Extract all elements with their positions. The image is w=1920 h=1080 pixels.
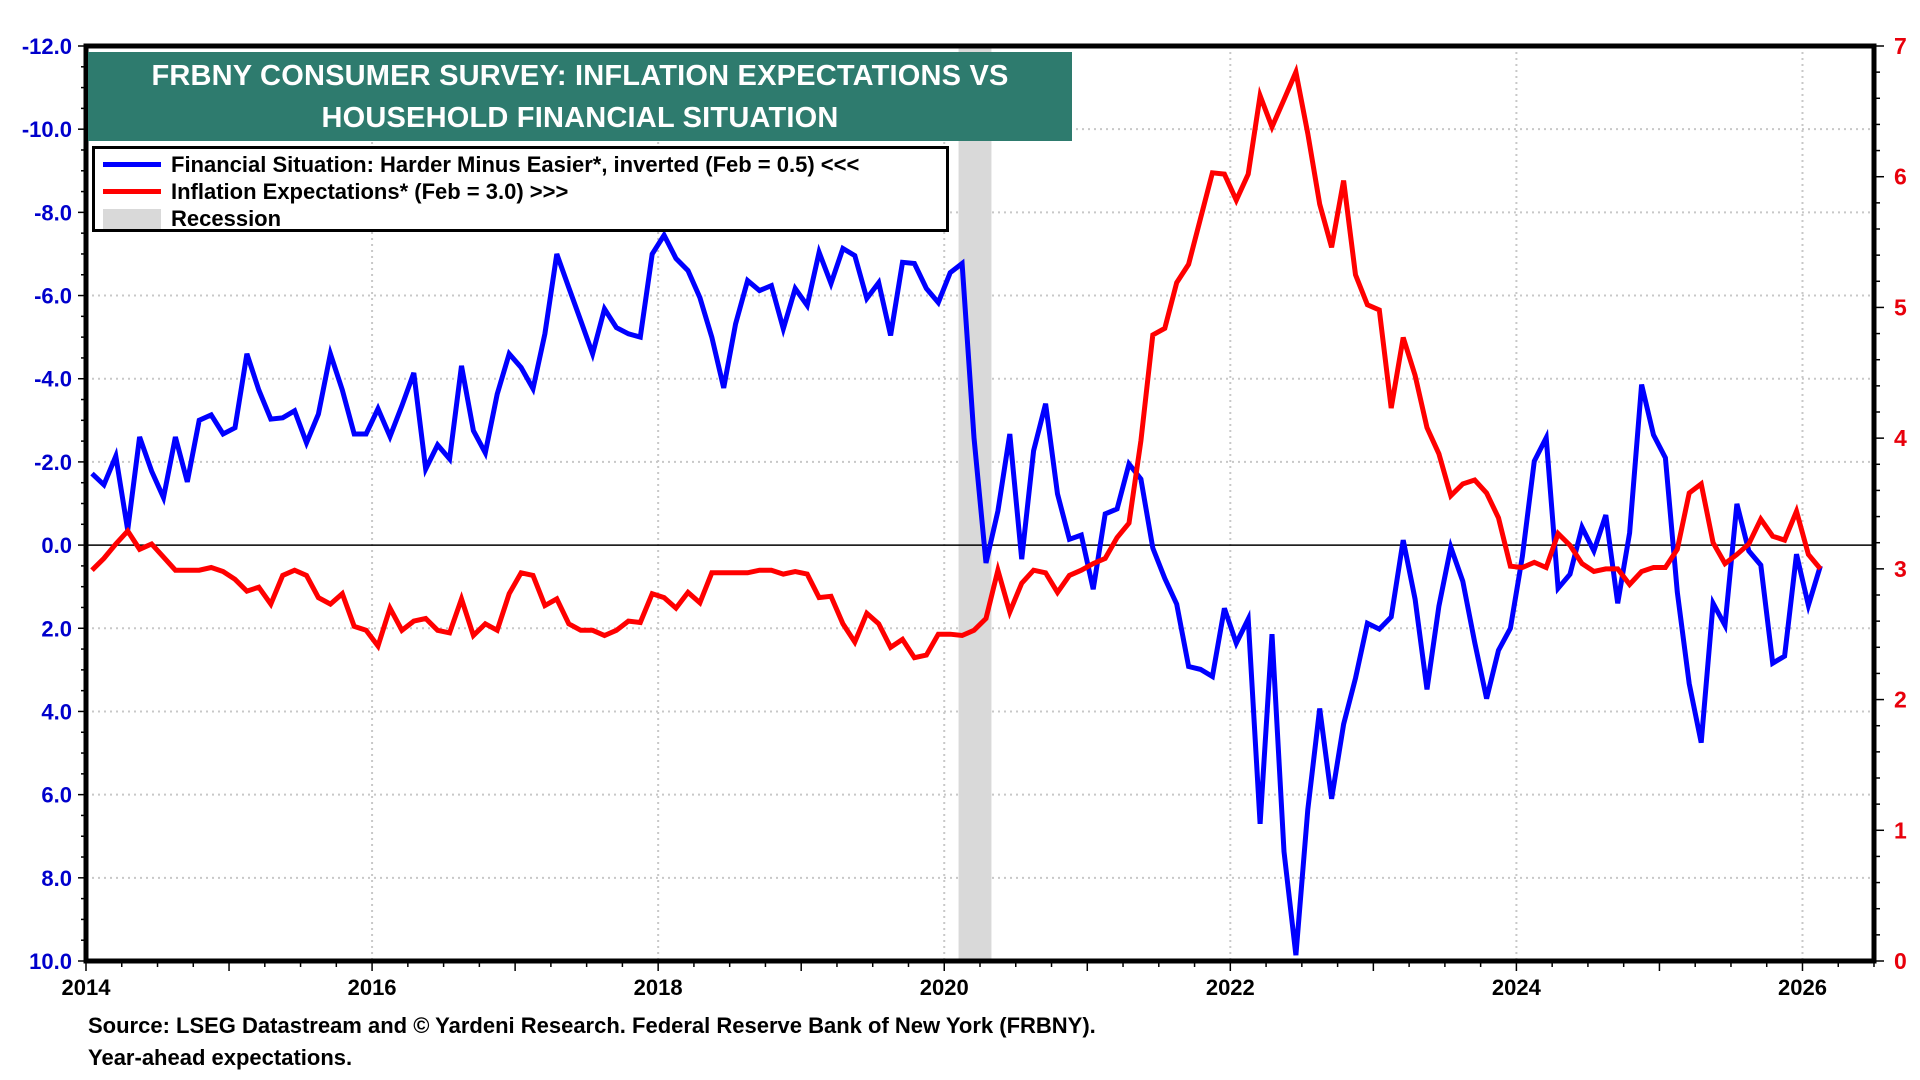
right-tick-label: 4 [1894, 425, 1907, 451]
left-tick-label: 6.0 [41, 783, 72, 808]
right-tick-label: 2 [1894, 687, 1907, 713]
left-tick-label: 2.0 [41, 616, 72, 641]
x-tick-label: 2022 [1206, 975, 1255, 1000]
recession-bands [958, 46, 992, 961]
chart-title: FRBNY CONSUMER SURVEY: INFLATION EXPECTA… [88, 52, 1072, 141]
left-axis: -12.0 -10.0 -8.0 -6.0 -4.0 -2.0 0.0 2.0 4.0 6.0 8.… [22, 34, 86, 974]
series-line-financial-situation [90, 230, 1823, 956]
chart-title-line-2: HOUSEHOLD FINANCIAL SITUATION [321, 101, 839, 134]
left-tick-label: 4.0 [41, 699, 72, 724]
legend-item-recession: Recession [103, 205, 938, 232]
right-axis: 0 1 2 3 4 5 6 7 [1874, 33, 1907, 974]
legend-swatch-recession [103, 208, 161, 229]
right-tick-label: 1 [1894, 817, 1907, 843]
legend-label: Financial Situation: Harder Minus Easier… [171, 151, 860, 177]
left-tick-label: 8.0 [41, 866, 72, 891]
source-note: Source: LSEG Datastream and © Yardeni Re… [88, 1013, 1096, 1038]
x-tick-label: 2016 [348, 975, 397, 1000]
series-line-inflation-expectations [90, 63, 1823, 661]
right-tick-label: 7 [1894, 33, 1907, 59]
x-tick-label: 2020 [920, 975, 969, 1000]
x-tick-label: 2018 [634, 975, 683, 1000]
legend-item-inflation-expectations: Inflation Expectations* (Feb = 3.0) >>> [103, 178, 938, 205]
right-tick-label: 5 [1894, 294, 1907, 320]
legend-label: Recession [171, 205, 282, 231]
left-tick-label: 0.0 [41, 533, 72, 558]
legend-label: Inflation Expectations* (Feb = 3.0) >>> [171, 178, 569, 204]
legend: Financial Situation: Harder Minus Easier… [92, 146, 949, 232]
right-tick-label: 3 [1894, 556, 1907, 582]
series-lines [90, 63, 1823, 956]
left-tick-label: -2.0 [34, 450, 72, 475]
footnote: Year-ahead expectations. [88, 1045, 353, 1070]
left-tick-label: -10.0 [22, 117, 72, 142]
legend-swatch-red [103, 189, 161, 194]
left-tick-label: 10.0 [29, 949, 72, 974]
right-tick-label: 0 [1894, 948, 1907, 974]
x-tick-label: 2014 [62, 975, 112, 1000]
left-tick-label: -8.0 [34, 200, 72, 225]
legend-item-financial-situation: Financial Situation: Harder Minus Easier… [103, 151, 938, 178]
chart-title-line-1: FRBNY CONSUMER SURVEY: INFLATION EXPECTA… [151, 59, 1009, 92]
right-tick-label: 6 [1894, 164, 1907, 190]
x-tick-label: 2024 [1492, 975, 1542, 1000]
legend-swatch-blue [103, 162, 161, 167]
left-tick-label: -12.0 [22, 34, 72, 59]
x-axis: 2014 2016 2018 2020 2022 2024 2026 [62, 961, 1875, 1000]
left-tick-label: -4.0 [34, 367, 72, 392]
x-tick-label: 2026 [1778, 975, 1827, 1000]
left-tick-label: -6.0 [34, 284, 72, 309]
recession-band [958, 46, 992, 961]
